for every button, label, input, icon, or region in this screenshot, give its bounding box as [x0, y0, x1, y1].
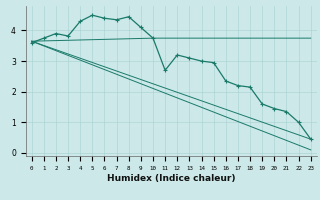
X-axis label: Humidex (Indice chaleur): Humidex (Indice chaleur) — [107, 174, 236, 183]
